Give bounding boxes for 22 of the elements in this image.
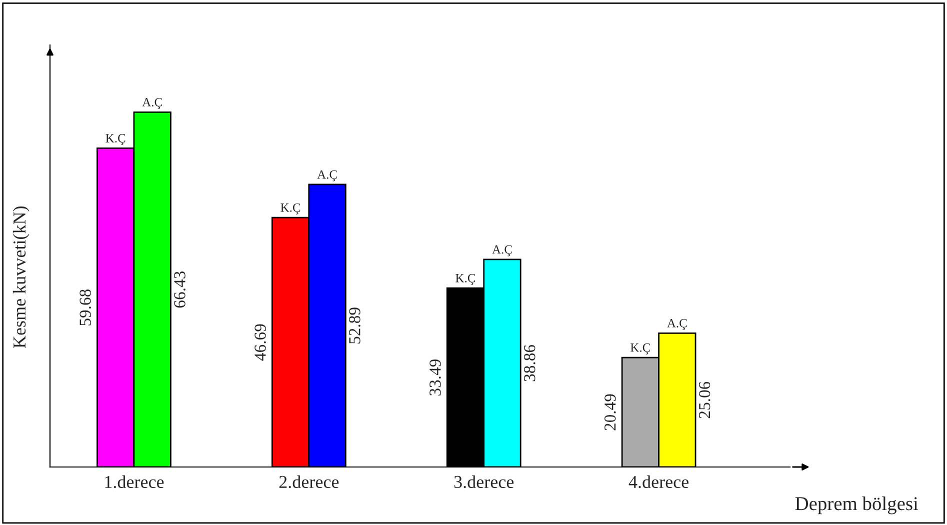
text: A.Ç (667, 318, 687, 330)
x-tick-label: 2.derece (279, 475, 339, 488)
data-label: 20.49 (604, 394, 616, 430)
data-label: 46.69 (254, 324, 266, 361)
data-label: 52.89 (349, 308, 360, 344)
text: K.Ç (456, 274, 476, 285)
data-label: 66.43 (174, 271, 186, 308)
data-label: 59.68 (80, 289, 91, 326)
text: A.Ç (142, 98, 162, 109)
data-label: 33.49 (430, 359, 441, 396)
x-tick-label: 3.derece (454, 475, 514, 488)
x-axis-title: Deprem bölgesi (795, 496, 918, 514)
text: A.Ç (492, 245, 512, 256)
data-label: 38.86 (524, 344, 536, 382)
series-label: K.Ç (106, 134, 126, 145)
text: K.Ç (280, 203, 300, 214)
text: K.Ç (630, 343, 650, 354)
series-label: A.Ç (317, 170, 337, 182)
y-axis-title: Kesme kuvveti(kN) (12, 206, 30, 348)
x-tick-label: 4.derece (628, 475, 688, 488)
data-label: 25.06 (698, 382, 710, 418)
x-tick-label: 1.derece (105, 475, 164, 488)
